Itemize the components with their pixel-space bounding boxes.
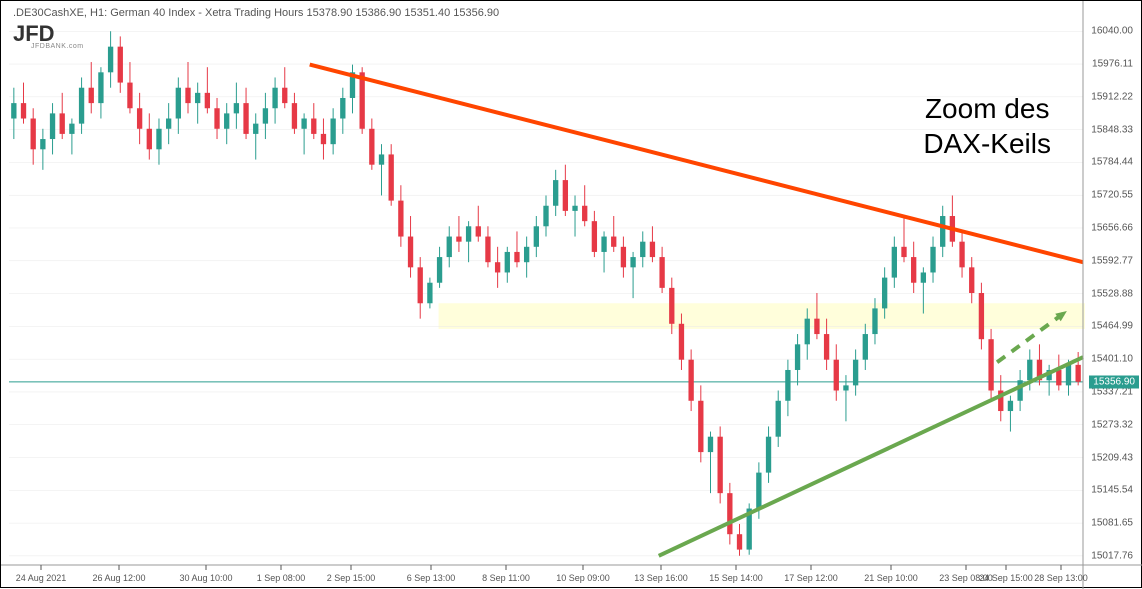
x-tick-label: 24 Sep 15:00 — [979, 573, 1033, 583]
annotation-line1: Zoom des — [925, 93, 1050, 124]
y-tick-label: 15081.65 — [1091, 518, 1133, 529]
y-tick-label: 15592.77 — [1091, 255, 1133, 266]
x-tick-label: 26 Aug 12:00 — [92, 573, 145, 583]
chart-svg — [1, 1, 1142, 589]
x-tick-label: 8 Sep 11:00 — [482, 573, 530, 583]
chart-title: .DE30CashXE, H1: German 40 Index - Xetra… — [13, 7, 499, 19]
x-tick-label: 2 Sep 15:00 — [327, 573, 376, 583]
y-tick-label: 15720.55 — [1091, 190, 1133, 201]
y-tick-label: 15464.99 — [1091, 321, 1133, 332]
y-tick-label: 15209.43 — [1091, 452, 1133, 463]
x-tick-label: 6 Sep 13:00 — [407, 573, 456, 583]
y-tick-label: 15848.33 — [1091, 124, 1133, 135]
y-tick-label: 15528.88 — [1091, 288, 1133, 299]
y-tick-label: 16040.00 — [1091, 26, 1133, 37]
x-tick-label: 17 Sep 12:00 — [784, 573, 838, 583]
x-tick-label: 1 Sep 08:00 — [257, 573, 306, 583]
x-tick-label: 13 Sep 16:00 — [634, 573, 688, 583]
annotation-text: Zoom des DAX-Keils — [923, 91, 1051, 161]
y-tick-label: 15401.10 — [1091, 354, 1133, 365]
x-tick-label: 30 Aug 10:00 — [179, 573, 232, 583]
y-tick-label: 15273.32 — [1091, 419, 1133, 430]
y-tick-label: 15145.54 — [1091, 485, 1133, 496]
x-tick-label: 10 Sep 09:00 — [556, 573, 610, 583]
x-tick-label: 28 Sep 13:00 — [1034, 573, 1088, 583]
y-tick-label: 15976.11 — [1092, 59, 1133, 70]
x-tick-label: 21 Sep 10:00 — [864, 573, 918, 583]
y-tick-label: 15912.22 — [1091, 91, 1133, 102]
y-tick-label: 15784.44 — [1091, 157, 1133, 168]
chart-container: .DE30CashXE, H1: German 40 Index - Xetra… — [0, 0, 1142, 588]
x-tick-label: 15 Sep 14:00 — [709, 573, 763, 583]
x-tick-label: 24 Aug 2021 — [16, 573, 67, 583]
y-tick-label: 15017.76 — [1091, 550, 1133, 561]
current-price-tag: 15356.90 — [1089, 375, 1139, 388]
logo: JFD — [13, 21, 55, 47]
annotation-line2: DAX-Keils — [923, 128, 1051, 159]
y-tick-label: 15656.66 — [1091, 222, 1133, 233]
